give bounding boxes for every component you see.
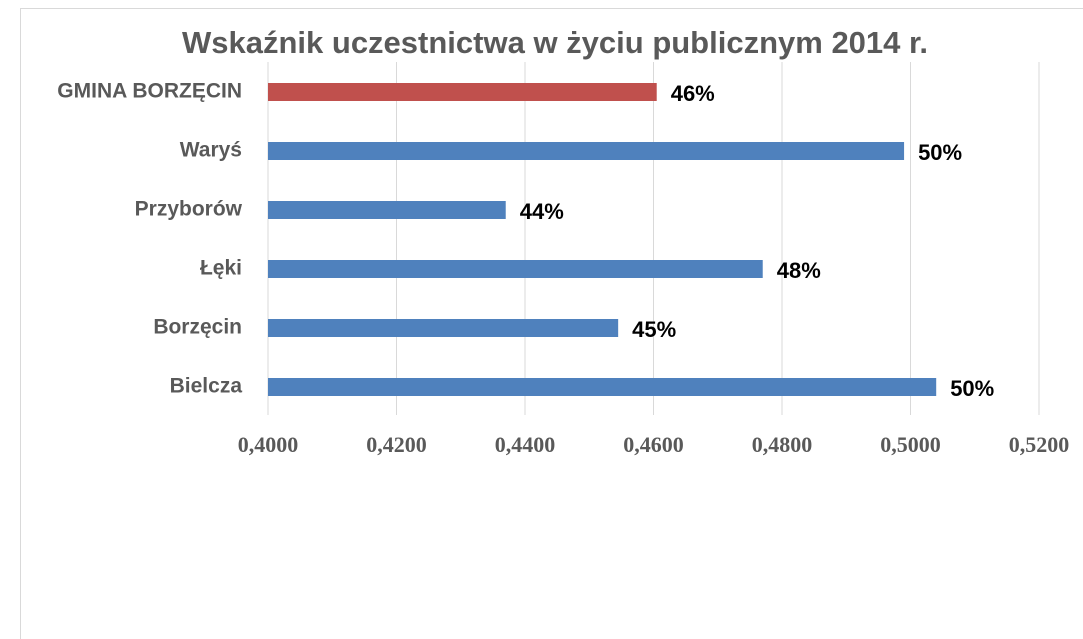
y-tick-label: Waryś [180, 139, 242, 162]
x-tick-label: 0,4200 [366, 432, 427, 457]
value-label: 48% [777, 258, 821, 283]
bar [268, 201, 506, 219]
y-tick-label: Łęki [200, 257, 242, 280]
value-label: 44% [520, 199, 564, 224]
value-label: 50% [918, 140, 962, 165]
bar [268, 142, 905, 160]
x-tick-label: 0,5000 [880, 432, 941, 457]
y-tick-label: Bielcza [170, 375, 243, 398]
value-label: 50% [950, 376, 994, 401]
x-tick-label: 0,4800 [752, 432, 813, 457]
bar [268, 260, 763, 278]
bar [268, 378, 937, 396]
bar [268, 319, 619, 337]
value-label: 45% [632, 317, 676, 342]
value-label: 46% [671, 81, 715, 106]
x-tick-label: 0,4400 [495, 432, 556, 457]
x-tick-label: 0,5200 [1009, 432, 1070, 457]
y-tick-label: Przyborów [135, 198, 243, 221]
bar [268, 83, 657, 101]
x-tick-label: 0,4600 [623, 432, 684, 457]
x-tick-label: 0,4000 [238, 432, 299, 457]
chart-title: Wskaźnik uczestnictwa w życiu publicznym… [182, 25, 928, 60]
y-tick-label: GMINA BORZĘCIN [57, 80, 242, 103]
y-tick-label: Borzęcin [153, 316, 242, 339]
